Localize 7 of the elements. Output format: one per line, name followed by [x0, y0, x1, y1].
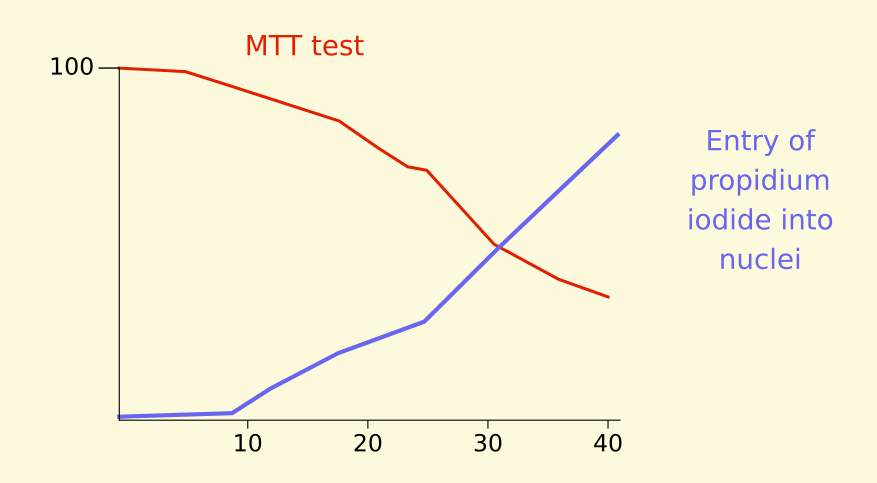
- text: Entry of propidium iodide into nuclei: [689, 129, 832, 270]
- text: 100: [52, 57, 93, 75]
- x-tick-label: 20: [354, 434, 382, 452]
- x-tick-label: 40: [594, 434, 622, 452]
- series-label: MTT test: [247, 35, 364, 56]
- x-tick-label: 30: [474, 434, 502, 452]
- x-tick-label: 10: [235, 434, 262, 452]
